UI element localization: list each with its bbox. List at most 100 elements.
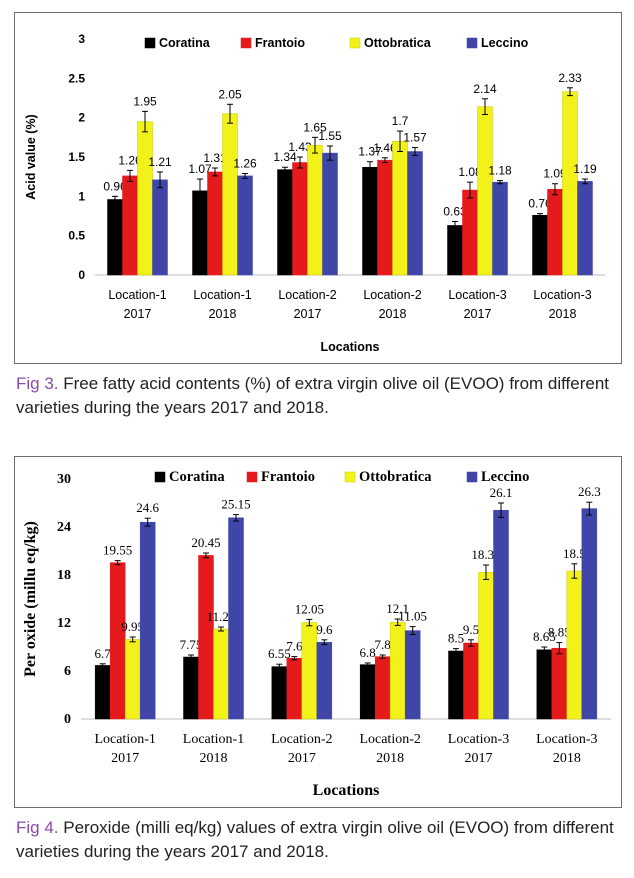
x-tick-label: 2017 — [465, 751, 493, 766]
x-tick-label: Location-3 — [536, 732, 597, 747]
data-label: 9.5 — [463, 622, 479, 637]
error-bar — [586, 501, 593, 516]
error-bar — [483, 564, 489, 580]
x-tick-label: 2018 — [553, 751, 581, 766]
data-label: 9.95 — [121, 619, 144, 634]
chart-panel-peroxide: 0 6 12 18 24 30 6.7 7.75 6.55 6.8 8.5 8.65 19.55 20.4… — [14, 456, 622, 808]
x-tick-label: Location-2 — [359, 732, 420, 747]
bar-coratina — [271, 666, 288, 720]
peroxide-chart: 0 6 12 18 24 30 6.7 7.75 6.55 6.8 8.5 8.65 19.55 20.4… — [22, 469, 611, 799]
error-bar — [482, 98, 488, 116]
error-bar — [291, 656, 298, 661]
x-axis-title: Locations — [320, 340, 379, 354]
x-tick-label: 2017 — [464, 307, 492, 321]
error-bar — [364, 662, 371, 667]
bar-leccino — [237, 175, 253, 276]
error-bar — [537, 213, 543, 218]
data-label: 0.96 — [103, 179, 127, 193]
error-bar — [382, 157, 388, 164]
y-axis-title: Per oxide (millu eq/kg) — [22, 521, 39, 677]
x-tick-label: Location-2 — [363, 288, 421, 302]
y-tick-label: 24 — [57, 520, 71, 535]
figure-4-caption: Fig 4. Peroxide (milli eq/kg) values of … — [16, 816, 624, 864]
error-bar — [197, 178, 203, 204]
error-bar — [468, 639, 474, 647]
error-bar — [467, 181, 473, 199]
bar-ottobratica — [137, 121, 153, 276]
error-bar — [203, 552, 209, 559]
data-label: 18.5 — [563, 546, 586, 561]
bar-ottobratica — [124, 639, 141, 720]
y-axis-ticks: 0 0.5 1 1.5 2 2.5 3 — [68, 32, 85, 282]
bar-ottobratica — [222, 113, 238, 276]
data-label: 2.05 — [218, 87, 242, 101]
error-bar — [452, 221, 458, 230]
bar-coratina — [192, 190, 208, 276]
y-tick-label: 0 — [64, 712, 71, 727]
data-label: 7.75 — [180, 637, 203, 652]
legend-swatch — [246, 471, 258, 483]
legend-swatch — [344, 471, 356, 483]
x-tick-label: Location-1 — [108, 288, 166, 302]
error-bar — [497, 180, 503, 185]
error-bar — [412, 147, 418, 156]
error-bar — [409, 626, 416, 636]
bar-coratina — [183, 656, 199, 720]
error-bar — [142, 110, 148, 133]
x-tick-label: 2018 — [376, 751, 404, 766]
data-label: 12.1 — [386, 601, 409, 616]
data-label: 11.05 — [398, 609, 427, 624]
bar-leccino — [404, 630, 421, 720]
x-axis-categories: Location-1 2017 Location-1 2018 Location-2 20… — [94, 732, 597, 766]
bar-ottobratica — [566, 570, 583, 720]
bar-frantoio — [207, 171, 223, 276]
bar-leccino — [139, 521, 156, 720]
bars: 0.96 1.07 1.34 1.37 0.63 0.76 1.26 1.31 1.43 1.46… — [103, 71, 597, 276]
bar-coratina — [447, 225, 463, 276]
error-bar — [397, 130, 403, 152]
figure-3-caption: Fig 3. Free fatty acid contents (%) of e… — [16, 372, 624, 420]
data-label: 8.5 — [448, 631, 464, 646]
legend-item: Leccino — [466, 469, 529, 485]
bar-ottobratica — [213, 628, 229, 720]
x-tick-label: Location-3 — [533, 288, 591, 302]
bar-frantoio — [109, 562, 126, 720]
error-bar — [242, 173, 248, 179]
legend-label: Coratina — [159, 36, 211, 50]
legend-swatch — [349, 37, 361, 49]
legend-label: Frantoio — [255, 36, 305, 50]
legend-label: Leccino — [481, 36, 529, 50]
y-tick-label: 12 — [57, 616, 71, 631]
error-bar — [321, 639, 328, 646]
x-tick-label: 2018 — [379, 307, 407, 321]
legend-item: Frantoio — [240, 36, 305, 50]
figure-4-text: Peroxide (milli eq/kg) values of extra v… — [16, 818, 614, 861]
x-tick-label: 2017 — [124, 307, 152, 321]
bar-frantoio — [377, 159, 393, 276]
error-bar — [144, 517, 151, 527]
error-bar — [556, 642, 563, 655]
legend-swatch — [144, 37, 156, 49]
data-label: 24.6 — [136, 500, 159, 515]
bar-coratina — [536, 649, 553, 720]
data-label: 1.21 — [148, 155, 172, 169]
bar-frantoio — [462, 189, 478, 276]
data-label: 1.19 — [573, 162, 597, 176]
y-tick-label: 0 — [78, 268, 85, 282]
legend-label: Frantoio — [261, 469, 315, 485]
legend: Coratina Frantoio Ottobratica Leccino — [154, 469, 529, 485]
legend-item: Frantoio — [246, 469, 315, 485]
error-bar — [218, 626, 224, 632]
data-label: 12.05 — [295, 601, 324, 616]
y-tick-label: 0.5 — [68, 229, 85, 243]
x-tick-label: 2018 — [549, 307, 577, 321]
data-label: 1.09 — [543, 167, 567, 181]
y-tick-label: 3 — [78, 32, 85, 46]
error-bar — [129, 636, 136, 643]
bar-ottobratica — [389, 621, 406, 720]
bar-leccino — [577, 181, 593, 276]
bar-coratina — [362, 166, 378, 276]
data-label: 1.31 — [203, 151, 227, 165]
bar-coratina — [359, 664, 376, 720]
error-bar — [282, 166, 288, 173]
